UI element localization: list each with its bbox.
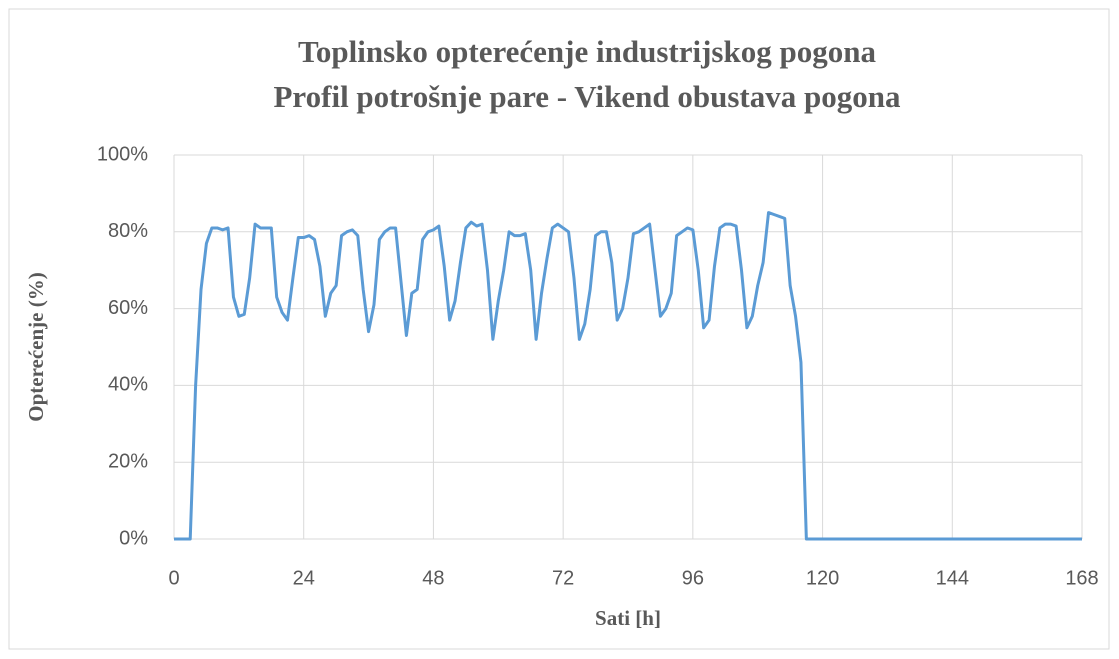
x-tick-label: 168 <box>1065 567 1098 589</box>
data-line <box>174 211 1082 541</box>
chart-title: Toplinsko opterećenje industrijskog pogo… <box>298 34 876 69</box>
x-tick-label: 144 <box>936 567 969 589</box>
x-tick-label: 72 <box>552 567 574 589</box>
x-tick-label: 120 <box>806 567 839 589</box>
x-tick-label: 48 <box>422 567 444 589</box>
x-axis-label: Sati [h] <box>595 606 661 630</box>
y-tick-label: 0% <box>119 527 148 549</box>
y-tick-label: 20% <box>108 450 148 472</box>
y-tick-label: 100% <box>97 143 148 165</box>
y-tick-label: 60% <box>108 297 148 319</box>
x-tick-label: 96 <box>682 567 704 589</box>
y-tick-label: 80% <box>108 220 148 242</box>
chart-subtitle: Profil potrošnje pare - Vikend obustava … <box>274 79 901 114</box>
chart-frame <box>8 8 1110 650</box>
y-axis-label: Opterećenje (%) <box>24 272 48 421</box>
y-tick-label: 40% <box>108 374 148 396</box>
x-tick-label: 24 <box>293 567 315 589</box>
x-tick-label: 0 <box>168 567 179 589</box>
